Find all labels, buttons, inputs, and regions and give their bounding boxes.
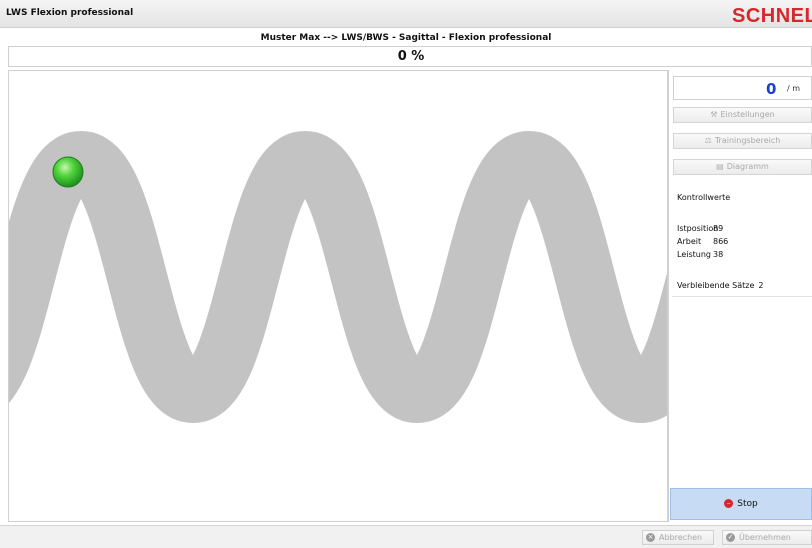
metric-label-power: Leistung (677, 250, 711, 259)
session-subtitle: Muster Max --> LWS/BWS - Sagittal - Flex… (260, 33, 552, 43)
cancel-label: Abbrechen (659, 533, 703, 542)
schnell-logo: SCHNELL (732, 5, 812, 27)
progress-percent: 0 % (397, 49, 425, 64)
position-ball (52, 156, 84, 188)
chart-icon: ▤ (716, 162, 724, 171)
wrench-icon: ⚒ (710, 110, 718, 119)
repetition-counter: 0 / m (673, 76, 812, 100)
training-canvas (8, 70, 668, 522)
settings-button[interactable]: ⚒ Einstellungen (673, 107, 812, 123)
app-title: LWS Flexion professional (6, 8, 134, 18)
accept-label: Übernehmen (739, 533, 791, 542)
progress-bar: 0 % (8, 46, 812, 67)
stop-label: Stop (737, 499, 758, 509)
control-values-title: Kontrollwerte (677, 193, 731, 202)
counter-value: 0 (766, 80, 777, 98)
remaining-sets-label: Verbleibende Sätze (677, 281, 755, 290)
cancel-icon: × (646, 533, 655, 542)
training-track-svg (9, 130, 667, 424)
settings-label: Einstellungen (720, 110, 775, 119)
training-area-label: Trainingsbereich (714, 136, 781, 145)
remaining-sets-value: 2 (758, 281, 764, 290)
diagram-label: Diagramm (726, 162, 769, 171)
stop-button[interactable]: – Stop (670, 488, 812, 520)
metric-label-position: Istposition (677, 224, 719, 233)
bottom-bar: × Abbrechen ✓ Übernehmen (0, 525, 812, 548)
panel-divider (672, 296, 812, 297)
metric-value-power: 38 (713, 250, 724, 259)
counter-unit: / m (787, 84, 801, 93)
remaining-sets: Verbleibende Sätze 2 (677, 281, 763, 290)
metric-value-position: 89 (713, 224, 724, 233)
accept-button[interactable]: ✓ Übernehmen (722, 530, 812, 545)
metric-value-work: 866 (713, 237, 729, 246)
sine-track (9, 130, 667, 424)
scale-icon: ⚖ (704, 136, 712, 145)
accept-icon: ✓ (726, 533, 735, 542)
stop-icon: – (724, 499, 734, 508)
metric-label-work: Arbeit (677, 237, 702, 246)
cancel-button[interactable]: × Abbrechen (642, 530, 714, 545)
diagram-button[interactable]: ▤ Diagramm (673, 159, 812, 175)
training-area-button[interactable]: ⚖ Trainingsbereich (673, 133, 812, 149)
title-bar: LWS Flexion professional SCHNELL (0, 0, 812, 28)
